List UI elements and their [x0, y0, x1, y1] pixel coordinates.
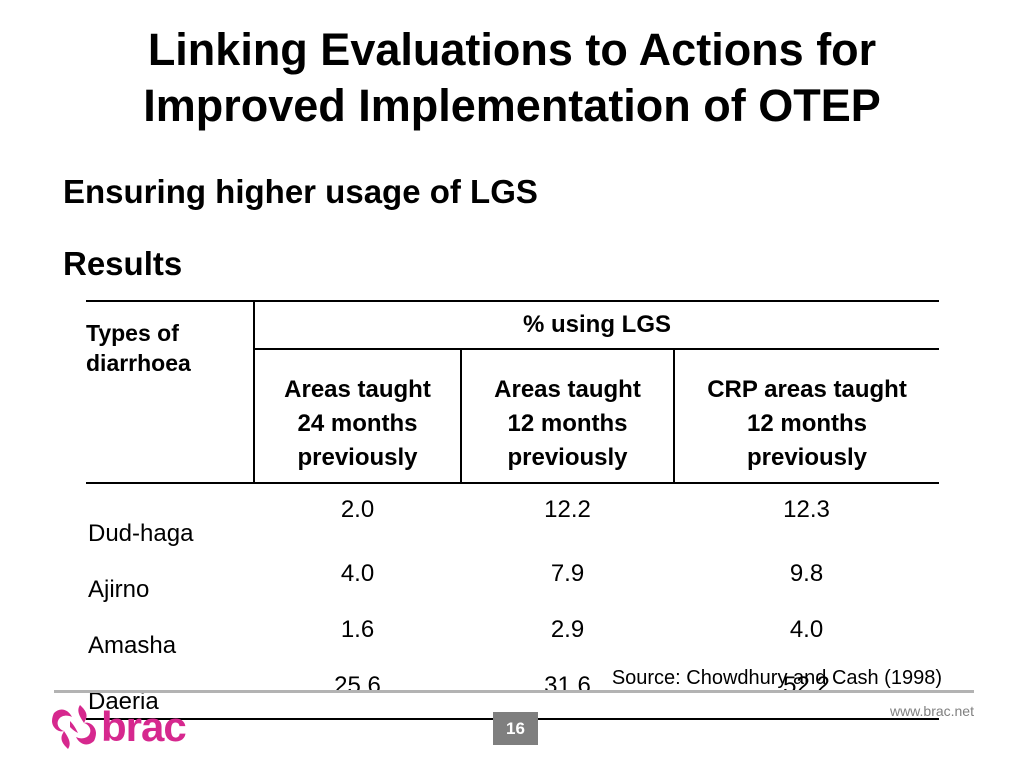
table-row: Ajirno 4.0 7.9 9.8 — [86, 550, 939, 606]
column-header-line: 24 months — [297, 410, 418, 437]
brac-logo: brac — [50, 703, 187, 751]
table-cell: 2.9 — [550, 616, 585, 643]
table-row: Dud-haga 2.0 12.2 12.3 — [86, 483, 939, 550]
table-cell: 4.0 — [789, 616, 824, 643]
column-header-line: previously — [297, 444, 418, 471]
column-header-line: Areas taught — [284, 376, 431, 403]
table-header-row: Types of diarrhoea % using LGS — [86, 300, 939, 484]
column-header-line: previously — [507, 444, 628, 471]
brac-logo-icon — [52, 705, 96, 749]
title-line-2: Improved Implementation of OTEP — [143, 80, 881, 131]
column-header-line: CRP areas taught — [707, 376, 907, 403]
table-cell: 4.0 — [340, 560, 375, 587]
page-number-badge: 16 — [493, 712, 538, 745]
table-cell: 9.8 — [789, 560, 824, 587]
section-heading: Results — [63, 245, 183, 282]
row-label: Ajirno — [88, 576, 150, 603]
slide-title: Linking Evaluations to Actions for Impro… — [30, 22, 994, 134]
group-header-cell: % using LGS — [254, 300, 939, 349]
results-table: Types of diarrhoea % using LGS Areas tau… — [86, 300, 939, 720]
column-header: CRP areas taught 12 months previously — [674, 348, 939, 484]
row-header-cell: Types of diarrhoea — [86, 300, 255, 484]
table-cell: 12.3 — [783, 496, 830, 523]
column-header-line: 12 months — [507, 410, 628, 437]
column-header: Areas taught 24 months previously — [254, 348, 462, 484]
column-header: Areas taught 12 months previously — [461, 348, 675, 484]
title-line-1: Linking Evaluations to Actions for — [147, 24, 877, 75]
column-header-line: 12 months — [746, 410, 868, 437]
table-cell: 1.6 — [340, 616, 375, 643]
table-cell: 2.0 — [340, 496, 375, 523]
table-row: Amasha 1.6 2.9 4.0 — [86, 606, 939, 662]
footer-url[interactable]: www.brac.net — [889, 703, 974, 719]
table-cell: 7.9 — [550, 560, 585, 587]
slide-subtitle: Ensuring higher usage of LGS — [63, 173, 538, 210]
row-header-line-1: Types of — [86, 320, 179, 346]
row-label: Dud-haga — [88, 520, 194, 547]
table-subheader-row: Areas taught 24 months previously Areas … — [86, 348, 939, 484]
table-cell: 12.2 — [544, 496, 591, 523]
row-header-line-2: diarrhoea — [86, 350, 191, 376]
column-header-line: previously — [746, 444, 868, 471]
logo-wordmark: brac — [101, 703, 187, 750]
source-citation: Source: Chowdhury and Cash (1998) — [611, 667, 942, 689]
column-header-line: Areas taught — [494, 376, 641, 403]
footer-divider — [54, 690, 974, 693]
row-label: Amasha — [88, 632, 177, 659]
